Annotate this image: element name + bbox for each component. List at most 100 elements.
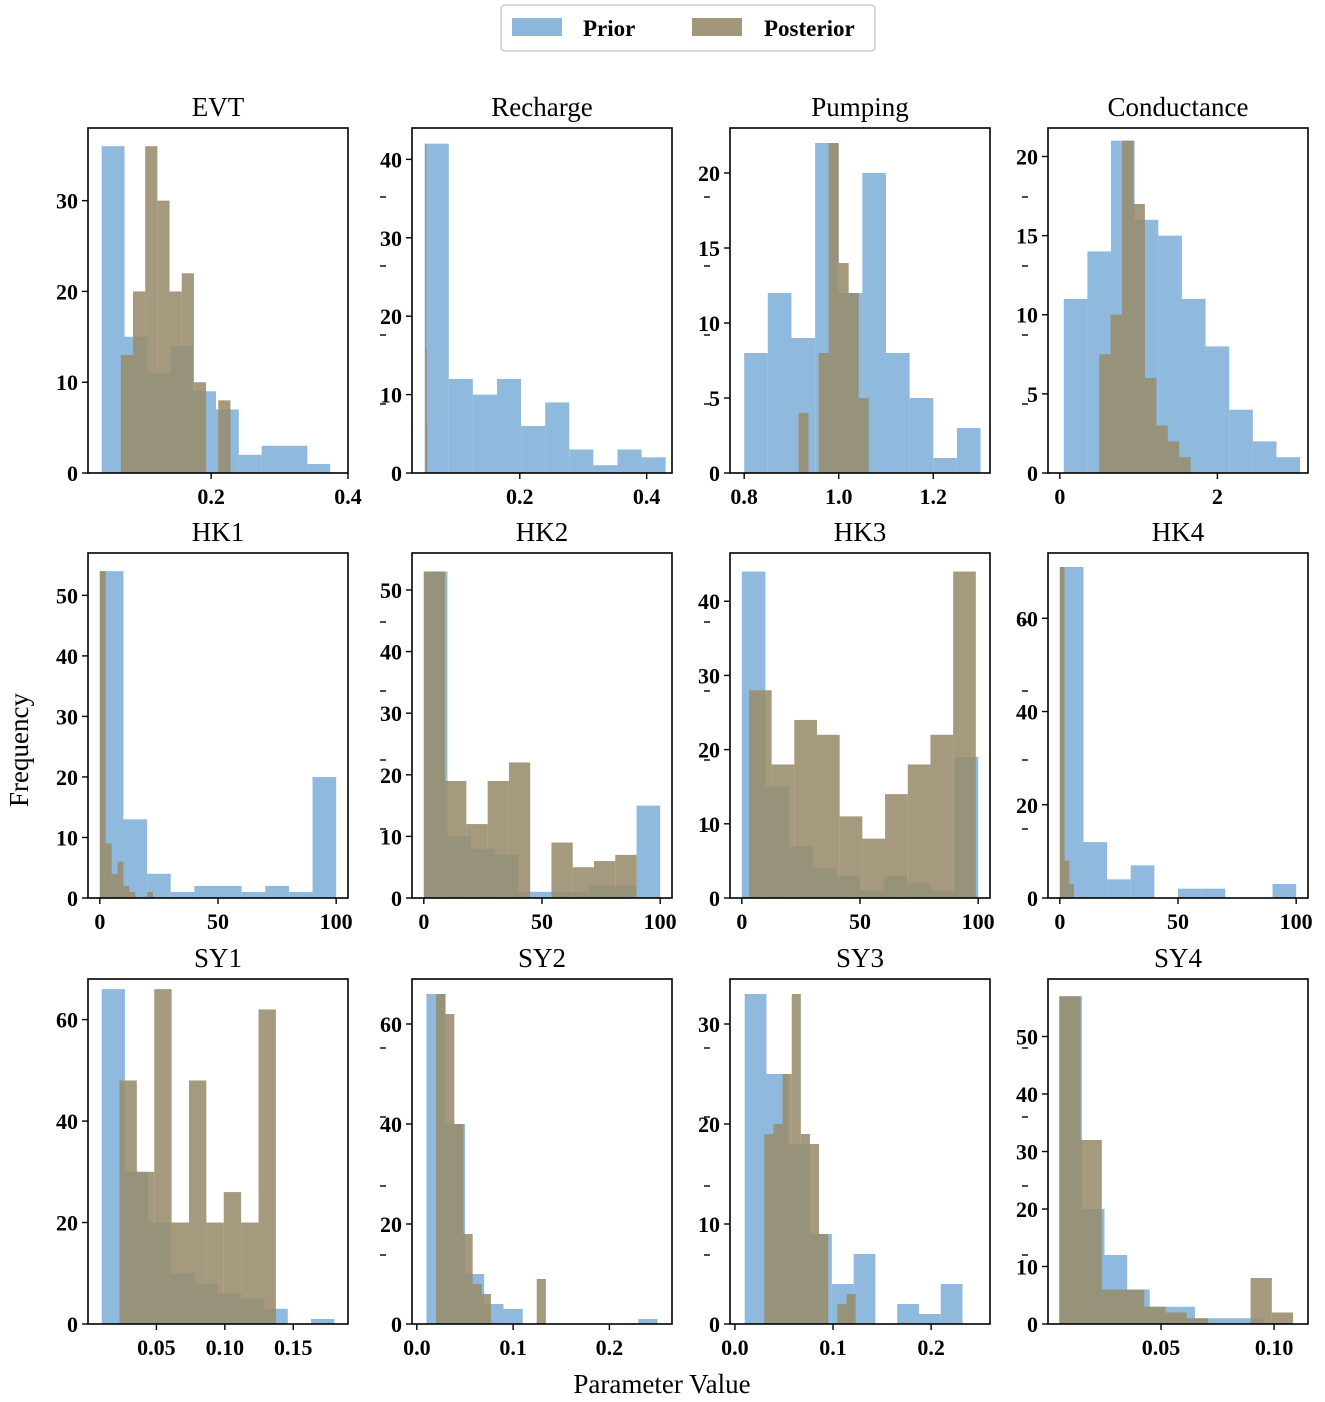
panel-title: HK4 [1152,517,1205,547]
x-tick-label: 1.0 [825,484,853,509]
panel-conductance: Conductance 0 5 10 15 20 0 2 [1016,92,1309,509]
y-tick-label: 40 [380,640,402,665]
prior-bar [1059,566,1084,898]
prior-bar [1201,888,1226,898]
bars [423,571,661,898]
posterior-bar [798,413,809,473]
x-tick-label: 0.05 [137,1335,176,1360]
panel-title: Conductance [1108,92,1249,122]
x-tick-label: 0.4 [633,484,661,509]
posterior-bar [930,734,954,898]
y-tick-label: 30 [56,189,78,214]
y-tick-label: 20 [1016,1197,1038,1222]
posterior-bar [594,861,616,898]
x-tick-label: 0 [418,909,429,934]
posterior-bar [423,571,446,898]
y-tick-label: 30 [698,1012,720,1037]
posterior-bar [1271,1312,1294,1324]
posterior-bar [258,1009,276,1324]
y-tick-label: 0 [67,461,78,486]
posterior-bar [848,293,859,473]
posterior-bar [536,1279,546,1324]
y-tick-label: 0 [391,1312,402,1337]
panel-title: HK1 [192,517,245,547]
posterior-bar [1167,441,1180,473]
bars [1063,140,1301,473]
posterior-bar [1250,1278,1272,1324]
prior-bar [1083,842,1108,898]
y-tick-label: 10 [56,370,78,395]
prior-bar [1276,457,1301,473]
posterior-bar [206,1222,224,1324]
prior-bar [448,378,473,473]
panel-title: SY1 [194,943,242,973]
y-tick-label: 15 [1016,224,1038,249]
x-tick-label: 50 [207,909,229,934]
posterior-bar [171,1222,189,1324]
x-tick-label: 100 [644,909,677,934]
panel-sy3: SY3 0 10 20 30 0.0 0.1 0.2 [698,943,1028,1360]
prior-bar [636,805,661,898]
y-tick-label: 40 [56,644,78,669]
prior-bar [1130,865,1155,898]
legend: Prior Posterior [500,4,876,52]
y-tick-label: 0 [1027,461,1038,486]
posterior-bar [466,824,488,898]
posterior-bar [1101,1289,1124,1324]
prior-bar [909,398,934,473]
posterior-bar [123,885,130,898]
prior-bar [918,1314,941,1324]
posterior-bar [193,382,207,473]
prior-bar [1252,441,1277,473]
panel-hk4: HK4 0 20 40 60 0 50 100 [1016,517,1313,934]
legend-frame [500,4,876,52]
x-tick-label: 0.2 [506,484,534,509]
posterior-bar [791,994,801,1324]
posterior-bar [1064,860,1070,898]
x-tick-label: 0.05 [1142,1335,1181,1360]
y-tick-label: 60 [56,1008,78,1033]
posterior-bar [837,1304,847,1324]
posterior-bar [773,1124,783,1324]
prior-bar [307,463,331,473]
y-tick-label: 10 [56,825,78,850]
y-tick-label: 10 [380,383,402,408]
y-tick-label: 20 [380,304,402,329]
prior-bar [897,1304,919,1324]
prior-bar [791,338,816,473]
posterior-bar [862,838,886,898]
posterior-bar [481,1294,491,1324]
posterior-bar [1099,354,1111,473]
posterior-bar [885,794,908,898]
y-tick-label: 40 [380,147,402,172]
x-tick-label: 0 [1054,909,1065,934]
panel-title: Pumping [811,92,909,122]
posterior-bar [188,1080,207,1324]
posterior-bar [764,1134,774,1324]
y-tick-label: 10 [1016,303,1038,328]
posterior-bar [1059,996,1081,1324]
panel-recharge: Recharge 0 10 20 30 40 0.2 0.4 [380,92,710,509]
x-tick-label: 50 [849,909,871,934]
y-tick-label: 50 [56,583,78,608]
panel-pumping: Pumping 0 5 10 15 20 0.8 1.0 1.2 [698,92,1028,509]
prior-bar [569,449,594,473]
prior-bar [617,449,642,473]
prior-bar [238,454,262,473]
posterior-bar [154,989,172,1324]
x-tick-label: 0.0 [721,1335,749,1360]
prior-bar [1181,298,1206,473]
axes-frame [411,127,673,474]
prior-bar [101,146,125,473]
prior-bar [496,378,522,473]
posterior-bar [858,398,869,473]
posterior-bar [818,353,829,473]
prior-bar [1205,346,1230,473]
prior-bar [521,425,546,473]
y-tick-label: 0 [391,886,402,911]
y-tick-label: 40 [698,589,720,614]
posterior-bar [828,143,839,473]
y-tick-label: 0 [67,886,78,911]
y-tick-label: 30 [1016,1140,1038,1165]
posterior-bar [816,734,840,898]
